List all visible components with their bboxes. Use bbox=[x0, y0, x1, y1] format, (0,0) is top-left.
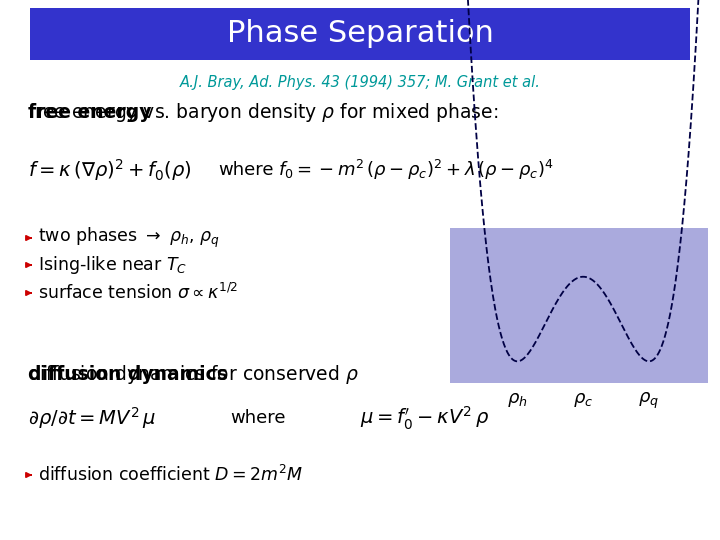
Text: where: where bbox=[218, 161, 274, 179]
Text: $\mu = f_0' - \kappa V^2\,\rho$: $\mu = f_0' - \kappa V^2\,\rho$ bbox=[360, 404, 490, 431]
Text: $\rho_c$: $\rho_c$ bbox=[573, 391, 593, 409]
Text: Phase Separation: Phase Separation bbox=[227, 19, 493, 49]
Text: diffusion dynamics for conserved $\rho$: diffusion dynamics for conserved $\rho$ bbox=[28, 363, 359, 387]
Text: surface tension $\sigma \propto \kappa^{1/2}$: surface tension $\sigma \propto \kappa^{… bbox=[38, 283, 238, 303]
Text: $\rho_q$: $\rho_q$ bbox=[639, 391, 660, 411]
Text: two phases $\rightarrow$ $\rho_h$, $\rho_q$: two phases $\rightarrow$ $\rho_h$, $\rho… bbox=[38, 226, 220, 250]
FancyBboxPatch shape bbox=[30, 8, 690, 60]
Text: free energy: free energy bbox=[28, 103, 151, 122]
Text: $f_0 = -m^2\,(\rho - \rho_c)^2 + \lambda\,(\rho - \rho_c)^4$: $f_0 = -m^2\,(\rho - \rho_c)^2 + \lambda… bbox=[278, 158, 554, 182]
Text: $f = \kappa\,(\nabla\rho)^2 + f_0(\rho)$: $f = \kappa\,(\nabla\rho)^2 + f_0(\rho)$ bbox=[28, 157, 192, 183]
Text: Ising-like near $\mathit{T}_C$: Ising-like near $\mathit{T}_C$ bbox=[38, 254, 187, 276]
Text: $\rho_h$: $\rho_h$ bbox=[507, 391, 528, 409]
Text: free energy vs. baryon density $\rho$ for mixed phase:: free energy vs. baryon density $\rho$ fo… bbox=[28, 100, 498, 124]
Text: where: where bbox=[230, 409, 286, 427]
FancyBboxPatch shape bbox=[450, 228, 708, 383]
Text: $\partial\rho/\partial t = MV^2\,\mu$: $\partial\rho/\partial t = MV^2\,\mu$ bbox=[28, 405, 156, 431]
Text: diffusion coefficient $D = 2m^2 M$: diffusion coefficient $D = 2m^2 M$ bbox=[38, 465, 303, 485]
Text: diffusion dynamics: diffusion dynamics bbox=[28, 366, 228, 384]
Text: A.J. Bray, Ad. Phys. 43 (1994) 357; M. Grant et al.: A.J. Bray, Ad. Phys. 43 (1994) 357; M. G… bbox=[179, 75, 541, 90]
